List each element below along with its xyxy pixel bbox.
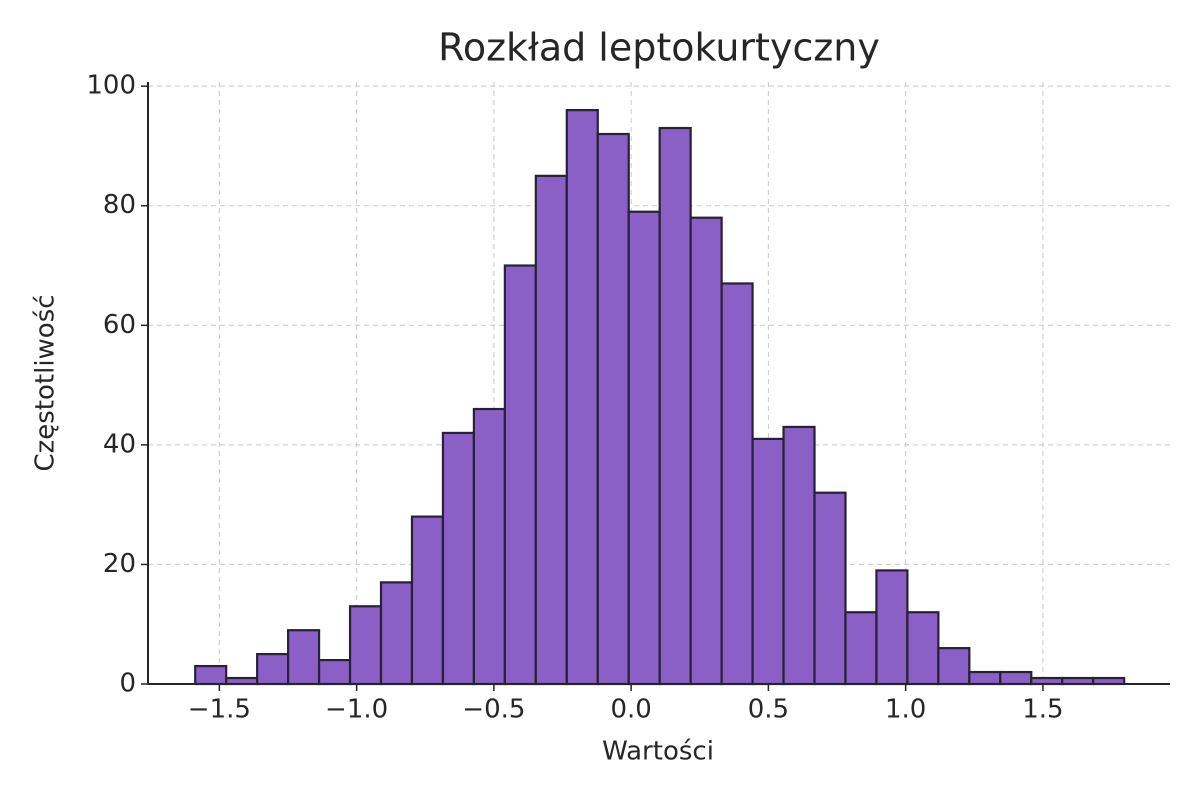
x-tick-label: −1.0 bbox=[325, 695, 388, 725]
x-axis-label: Wartości bbox=[602, 737, 714, 767]
bar bbox=[348, 605, 383, 686]
bar bbox=[441, 431, 475, 686]
bar bbox=[534, 174, 568, 686]
bar bbox=[813, 491, 847, 686]
bar bbox=[751, 437, 785, 686]
bar bbox=[937, 647, 971, 686]
chart-title: Rozkład leptokurtyczny bbox=[438, 26, 880, 70]
y-axis-label: Częstotliwość bbox=[31, 294, 61, 471]
bar bbox=[410, 515, 445, 686]
bar bbox=[689, 216, 723, 686]
bar bbox=[968, 670, 1002, 686]
bar bbox=[317, 658, 352, 686]
x-tick-label: 0.5 bbox=[748, 695, 789, 725]
bar bbox=[720, 282, 754, 686]
bar bbox=[999, 670, 1033, 686]
x-tick-label: −1.5 bbox=[188, 695, 251, 725]
x-tick-label: 1.0 bbox=[885, 695, 926, 725]
bar bbox=[875, 569, 909, 686]
y-tick-label: 0 bbox=[119, 669, 136, 699]
bar bbox=[503, 264, 537, 686]
x-tick-label: −0.5 bbox=[462, 695, 525, 725]
bar bbox=[565, 108, 599, 686]
y-tick-label: 80 bbox=[103, 190, 136, 220]
y-tick-label: 100 bbox=[86, 71, 136, 101]
bar bbox=[782, 425, 816, 686]
x-tick-label: 1.5 bbox=[1022, 695, 1063, 725]
bar bbox=[906, 611, 940, 686]
x-tick-label: 0.0 bbox=[610, 695, 651, 725]
bar bbox=[256, 653, 290, 686]
y-tick-label: 20 bbox=[103, 549, 136, 579]
bar bbox=[596, 132, 630, 686]
bar bbox=[658, 126, 692, 686]
bar bbox=[472, 407, 506, 686]
bar bbox=[844, 611, 878, 686]
y-tick-label: 60 bbox=[103, 310, 136, 340]
bar bbox=[379, 581, 414, 686]
y-tick-label: 40 bbox=[103, 429, 136, 459]
bar bbox=[627, 210, 661, 686]
bar bbox=[287, 629, 321, 686]
bar bbox=[194, 664, 228, 686]
